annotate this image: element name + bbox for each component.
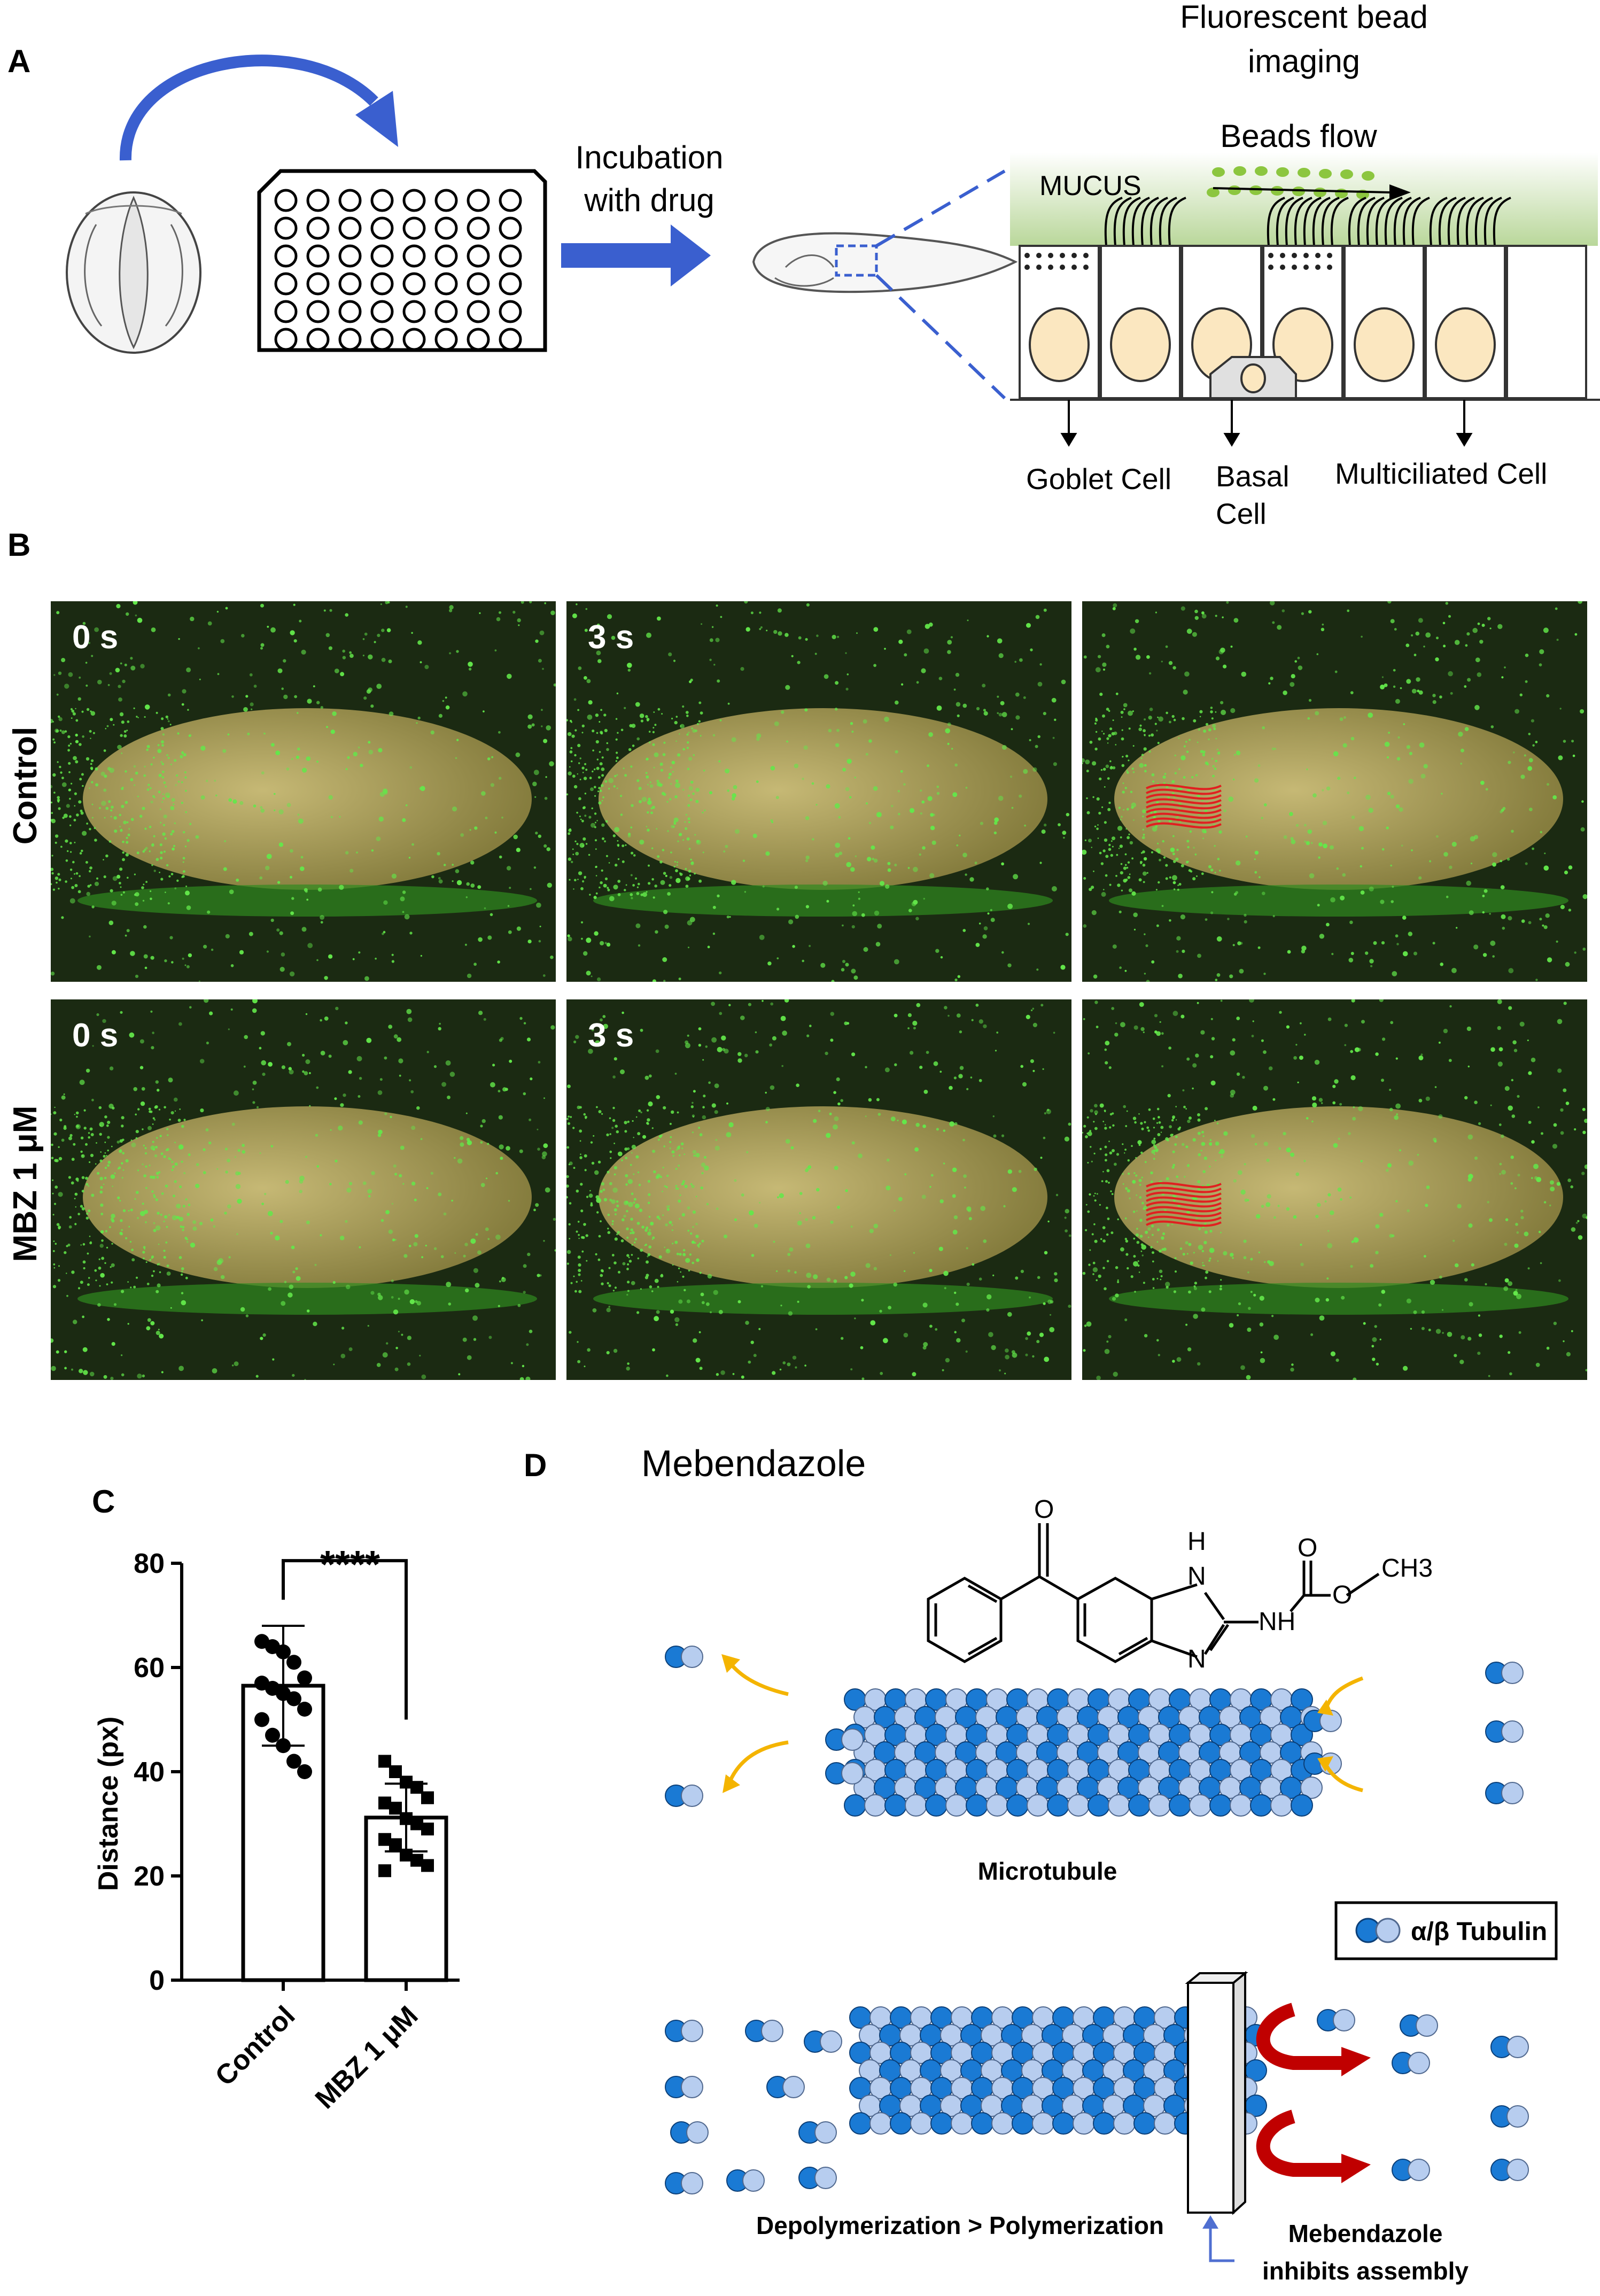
time-label: 3 s — [588, 1017, 634, 1054]
y-axis-label: Distance (px) — [93, 1717, 124, 1891]
imaging-line2: imaging — [1248, 43, 1360, 79]
beads-flow-label: Beads flow — [1220, 118, 1377, 154]
panel-d-letter: D — [524, 1447, 547, 1483]
bead-image-r1-c3 — [1082, 601, 1587, 982]
data-point — [276, 1644, 291, 1659]
mebendazole-block — [1185, 1971, 1248, 2215]
panel-d: D Mebendazole O H N N NH O O CH3 — [524, 1443, 1558, 2285]
ester-o: O — [1332, 1581, 1352, 1609]
time-label: 0 s — [72, 1017, 118, 1054]
bottom-label: Depolymerization > Polymerization — [756, 2212, 1164, 2239]
multiciliated-cell-label: Multiciliated Cell — [1335, 457, 1547, 490]
panel-b-letter: B — [7, 527, 30, 563]
row-label-control: Control — [7, 727, 44, 844]
y-tick-label: 0 — [149, 1965, 165, 1996]
incubation-arrow — [561, 224, 711, 286]
well-plate — [257, 169, 547, 352]
plate-wells — [274, 189, 522, 351]
bead-image-r2-c1: 0 s — [51, 999, 556, 1380]
incubation-line2: with drug — [584, 182, 714, 218]
mucus-label: MUCUS — [1039, 170, 1141, 201]
data-point — [286, 1754, 301, 1769]
bead-image-r1-c2: 3 s — [566, 601, 1071, 982]
incubation-line1: Incubation — [576, 139, 724, 175]
embryo-sketch-icon — [66, 191, 201, 354]
n-bottom: N — [1187, 1645, 1206, 1673]
data-point — [265, 1727, 280, 1743]
n-top: N — [1187, 1562, 1206, 1591]
cell-pointer-arrows — [1060, 400, 1473, 447]
x-tick-label: Control — [209, 2000, 301, 2092]
data-point — [378, 1864, 391, 1878]
tadpole-sketch-icon — [752, 232, 1018, 293]
transfer-arrow — [119, 55, 378, 161]
data-point — [276, 1738, 291, 1754]
inhibit-label-1: Mebendazole — [1288, 2220, 1443, 2247]
release-arrowheads — [721, 1654, 1333, 1793]
y-tick-label: 40 — [134, 1757, 165, 1788]
nh: NH — [1259, 1608, 1295, 1636]
data-point — [297, 1764, 312, 1779]
transfer-arrowhead — [355, 91, 398, 147]
drug-name: Mebendazole — [641, 1443, 866, 1484]
basal-cell-label-1: Basal — [1216, 460, 1290, 493]
bead-image-r1-c1: 0 s — [51, 601, 556, 982]
panel-a: A Incubation with drug MUCUS Fluo — [7, 0, 1600, 530]
beads-flow-arrow — [1213, 187, 1390, 193]
data-point — [297, 1702, 312, 1717]
time-label: 0 s — [72, 619, 118, 656]
y-tick-label: 80 — [134, 1548, 165, 1579]
y-tick-label: 20 — [134, 1861, 165, 1892]
bead-tracks — [1146, 1182, 1222, 1227]
zoom-line-bottom — [875, 274, 1006, 400]
basal-cell-label-2: Cell — [1216, 497, 1267, 530]
n-h: H — [1187, 1527, 1206, 1556]
significance-bracket — [282, 1559, 408, 1720]
bead-image-r2-c3 — [1082, 999, 1587, 1380]
data-point — [421, 1822, 434, 1836]
bead-tracks — [1146, 784, 1222, 829]
y-tick-label: 60 — [134, 1653, 165, 1684]
x-tick-label: MBZ 1 μM — [309, 2000, 424, 2115]
inhibit-label-2: inhibits assembly — [1262, 2257, 1469, 2285]
panel-c-chart: C Distance (px) **** 0 20 40 60 80 Control MBZ… — [92, 1484, 460, 2115]
time-label: 3 s — [588, 619, 634, 656]
legend-label: α/β Tubulin — [1411, 1918, 1547, 1946]
significance-stars: **** — [320, 1543, 380, 1586]
microtubule-label: Microtubule — [978, 1857, 1117, 1885]
panel-b-labels: B Control MBZ 1 μM — [7, 527, 44, 1262]
inhibit-pointer — [1202, 2215, 1234, 2262]
microtubule-top — [844, 1688, 1323, 1817]
goblet-granules — [1024, 253, 1332, 270]
methyl: CH3 — [1381, 1554, 1433, 1583]
data-point — [421, 1791, 434, 1804]
data-point — [421, 1859, 434, 1872]
tubulin-legend — [1334, 1901, 1558, 1960]
data-point — [254, 1712, 269, 1727]
zoom-line-top — [875, 169, 1006, 247]
panel-a-letter: A — [7, 43, 30, 79]
ketone-o: O — [1034, 1495, 1054, 1524]
panel-c-letter: C — [92, 1484, 115, 1519]
data-point — [286, 1655, 301, 1670]
epithelium — [1010, 245, 1600, 401]
carbonyl-o: O — [1298, 1534, 1317, 1562]
data-point — [297, 1670, 312, 1686]
beads-flow-arrowhead — [1389, 184, 1411, 200]
data-point — [286, 1691, 301, 1707]
imaging-line1: Fluorescent bead — [1180, 0, 1428, 35]
cilia — [1104, 197, 1511, 246]
mebendazole-structure — [927, 1523, 1380, 1663]
row-label-mbz: MBZ 1 μM — [7, 1106, 44, 1262]
goblet-cell-label: Goblet Cell — [1026, 462, 1171, 495]
blocked-addition-arrows — [1256, 2003, 1371, 2183]
bead-image-r2-c2: 3 s — [566, 999, 1071, 1380]
